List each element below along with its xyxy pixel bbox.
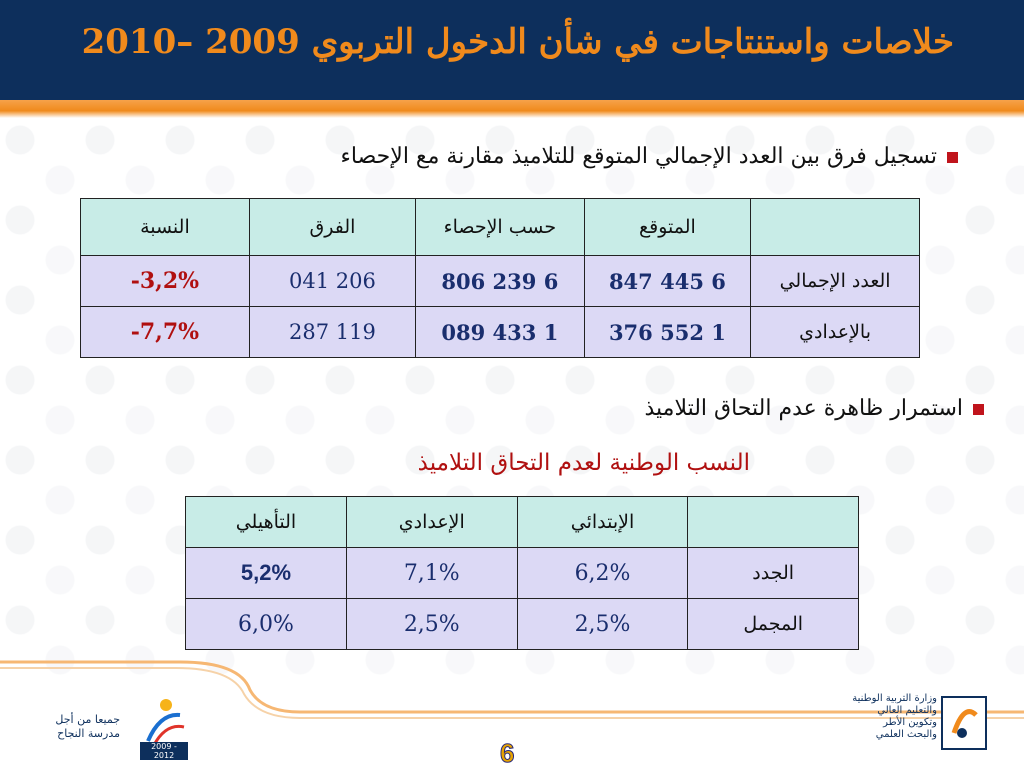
header-accent-band — [0, 100, 1024, 118]
cell-middle: 2,5% — [345, 598, 518, 650]
slide-header: خلاصات واستنتاجات في شأن الدخول التربوي … — [0, 0, 1024, 100]
row-label: الجدد — [687, 547, 859, 599]
cell-ratio: -7,7% — [80, 306, 250, 358]
ministry-line: وتكوين الأطر — [883, 717, 937, 728]
cell-primary: 6,2% — [516, 547, 689, 599]
ministry-line: والتعليم العالي — [877, 705, 937, 716]
header-cell-primary: الإبتدائي — [516, 496, 689, 548]
school-badge-logo — [146, 699, 185, 746]
cell-expected: 6 445 847 — [583, 255, 752, 307]
table-header-row: المتوقع حسب الإحصاء الفرق النسبة — [80, 198, 920, 256]
header-cell-diff: الفرق — [248, 198, 417, 256]
row-label: المجمل — [687, 598, 859, 650]
header-cell-middle: الإعدادي — [345, 496, 518, 548]
header-cell-secondary: التأهيلي — [185, 496, 347, 548]
table-header-row: الإبتدائي الإعدادي التأهيلي — [185, 496, 859, 548]
table-row: الجدد 6,2% 7,1% 5,2% — [185, 547, 859, 599]
table-row: العدد الإجمالي 6 445 847 6 239 806 206 0… — [80, 255, 920, 307]
non-enrollment-rates-table: الإبتدائي الإعدادي التأهيلي الجدد 6,2% 7… — [185, 496, 859, 650]
row-label: بالإعدادي — [750, 306, 920, 358]
cell-diff: 206 041 — [248, 255, 417, 307]
cell-census: 1 433 089 — [415, 306, 585, 358]
page-number: 6 — [499, 738, 515, 769]
ministry-line: والبحث العلمي — [875, 729, 937, 740]
header-cell-empty — [687, 496, 859, 548]
bullet-square-icon — [947, 151, 958, 163]
cell-expected: 1 552 376 — [583, 306, 752, 358]
table-row: بالإعدادي 1 552 376 1 433 089 119 287 -7… — [80, 306, 920, 358]
slogan-text: جميعا من أجل مدرسة النجاح — [55, 713, 120, 740]
enrollment-difference-table: المتوقع حسب الإحصاء الفرق النسبة العدد ا… — [80, 198, 920, 358]
table-row: المجمل 2,5% 2,5% 6,0% — [185, 598, 859, 650]
cell-secondary: 5,2% — [185, 547, 347, 599]
cell-ratio: -3,2% — [80, 255, 250, 307]
cell-diff: 119 287 — [248, 306, 417, 358]
cell-secondary: 6,0% — [185, 598, 347, 650]
ministry-line: وزارة التربية الوطنية — [852, 693, 937, 704]
bullet-item-2: استمرار ظاهرة عدم التحاق التلاميذ — [644, 396, 984, 421]
cell-census: 6 239 806 — [415, 255, 585, 307]
row-label: العدد الإجمالي — [750, 255, 920, 307]
slide-title: خلاصات واستنتاجات في شأن الدخول التربوي … — [81, 22, 954, 62]
footer-decoration — [0, 660, 1024, 719]
header-cell-expected: المتوقع — [583, 198, 752, 256]
header-cell-empty — [750, 198, 920, 256]
bullet-text: تسجيل فرق بين العدد الإجمالي المتوقع للت… — [340, 144, 937, 169]
badge-years: 2009 - 2012 — [140, 742, 188, 760]
ministry-name: وزارة التربية الوطنية والتعليم العالي وت… — [757, 693, 937, 741]
cell-middle: 7,1% — [345, 547, 518, 599]
ministry-logo — [941, 696, 987, 750]
header-cell-ratio: النسبة — [80, 198, 250, 256]
cell-primary: 2,5% — [516, 598, 689, 650]
bullet-square-icon — [973, 403, 984, 415]
table2-subtitle: النسب الوطنية لعدم التحاق التلاميذ — [417, 450, 750, 476]
bullet-item-1: تسجيل فرق بين العدد الإجمالي المتوقع للت… — [341, 144, 958, 169]
bullet-text: استمرار ظاهرة عدم التحاق التلاميذ — [644, 396, 963, 421]
header-cell-census: حسب الإحصاء — [415, 198, 585, 256]
